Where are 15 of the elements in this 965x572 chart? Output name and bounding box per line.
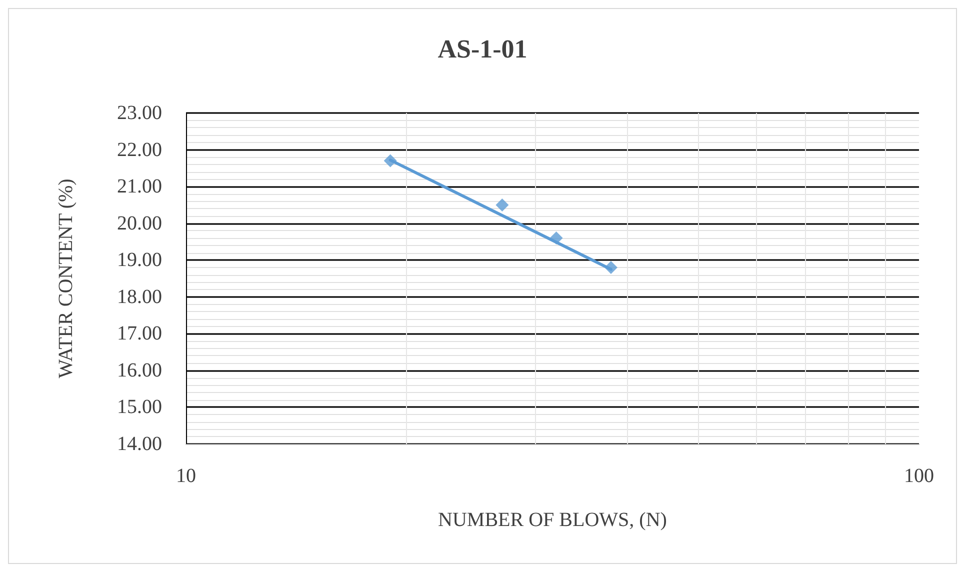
y-tick-label: 23.00 bbox=[117, 102, 162, 124]
y-tick-label: 22.00 bbox=[117, 138, 162, 161]
y-axis-title: WATER CONTENT (%) bbox=[55, 178, 77, 378]
y-tick-label: 18.00 bbox=[117, 286, 162, 308]
x-tick-label: 100 bbox=[904, 465, 934, 487]
y-tick-label: 14.00 bbox=[117, 433, 162, 455]
y-tick-label: 16.00 bbox=[117, 359, 162, 382]
x-axis-title: NUMBER OF BLOWS, (N) bbox=[438, 509, 667, 531]
y-tick-label: 15.00 bbox=[117, 396, 162, 418]
x-tick-label: 10 bbox=[176, 465, 196, 487]
y-tick-label: 20.00 bbox=[117, 212, 162, 234]
y-tick-label: 21.00 bbox=[117, 176, 162, 198]
y-tick-label: 17.00 bbox=[117, 322, 162, 345]
chart-title: AS-1-01 bbox=[438, 34, 528, 64]
y-tick-label: 19.00 bbox=[117, 249, 162, 272]
